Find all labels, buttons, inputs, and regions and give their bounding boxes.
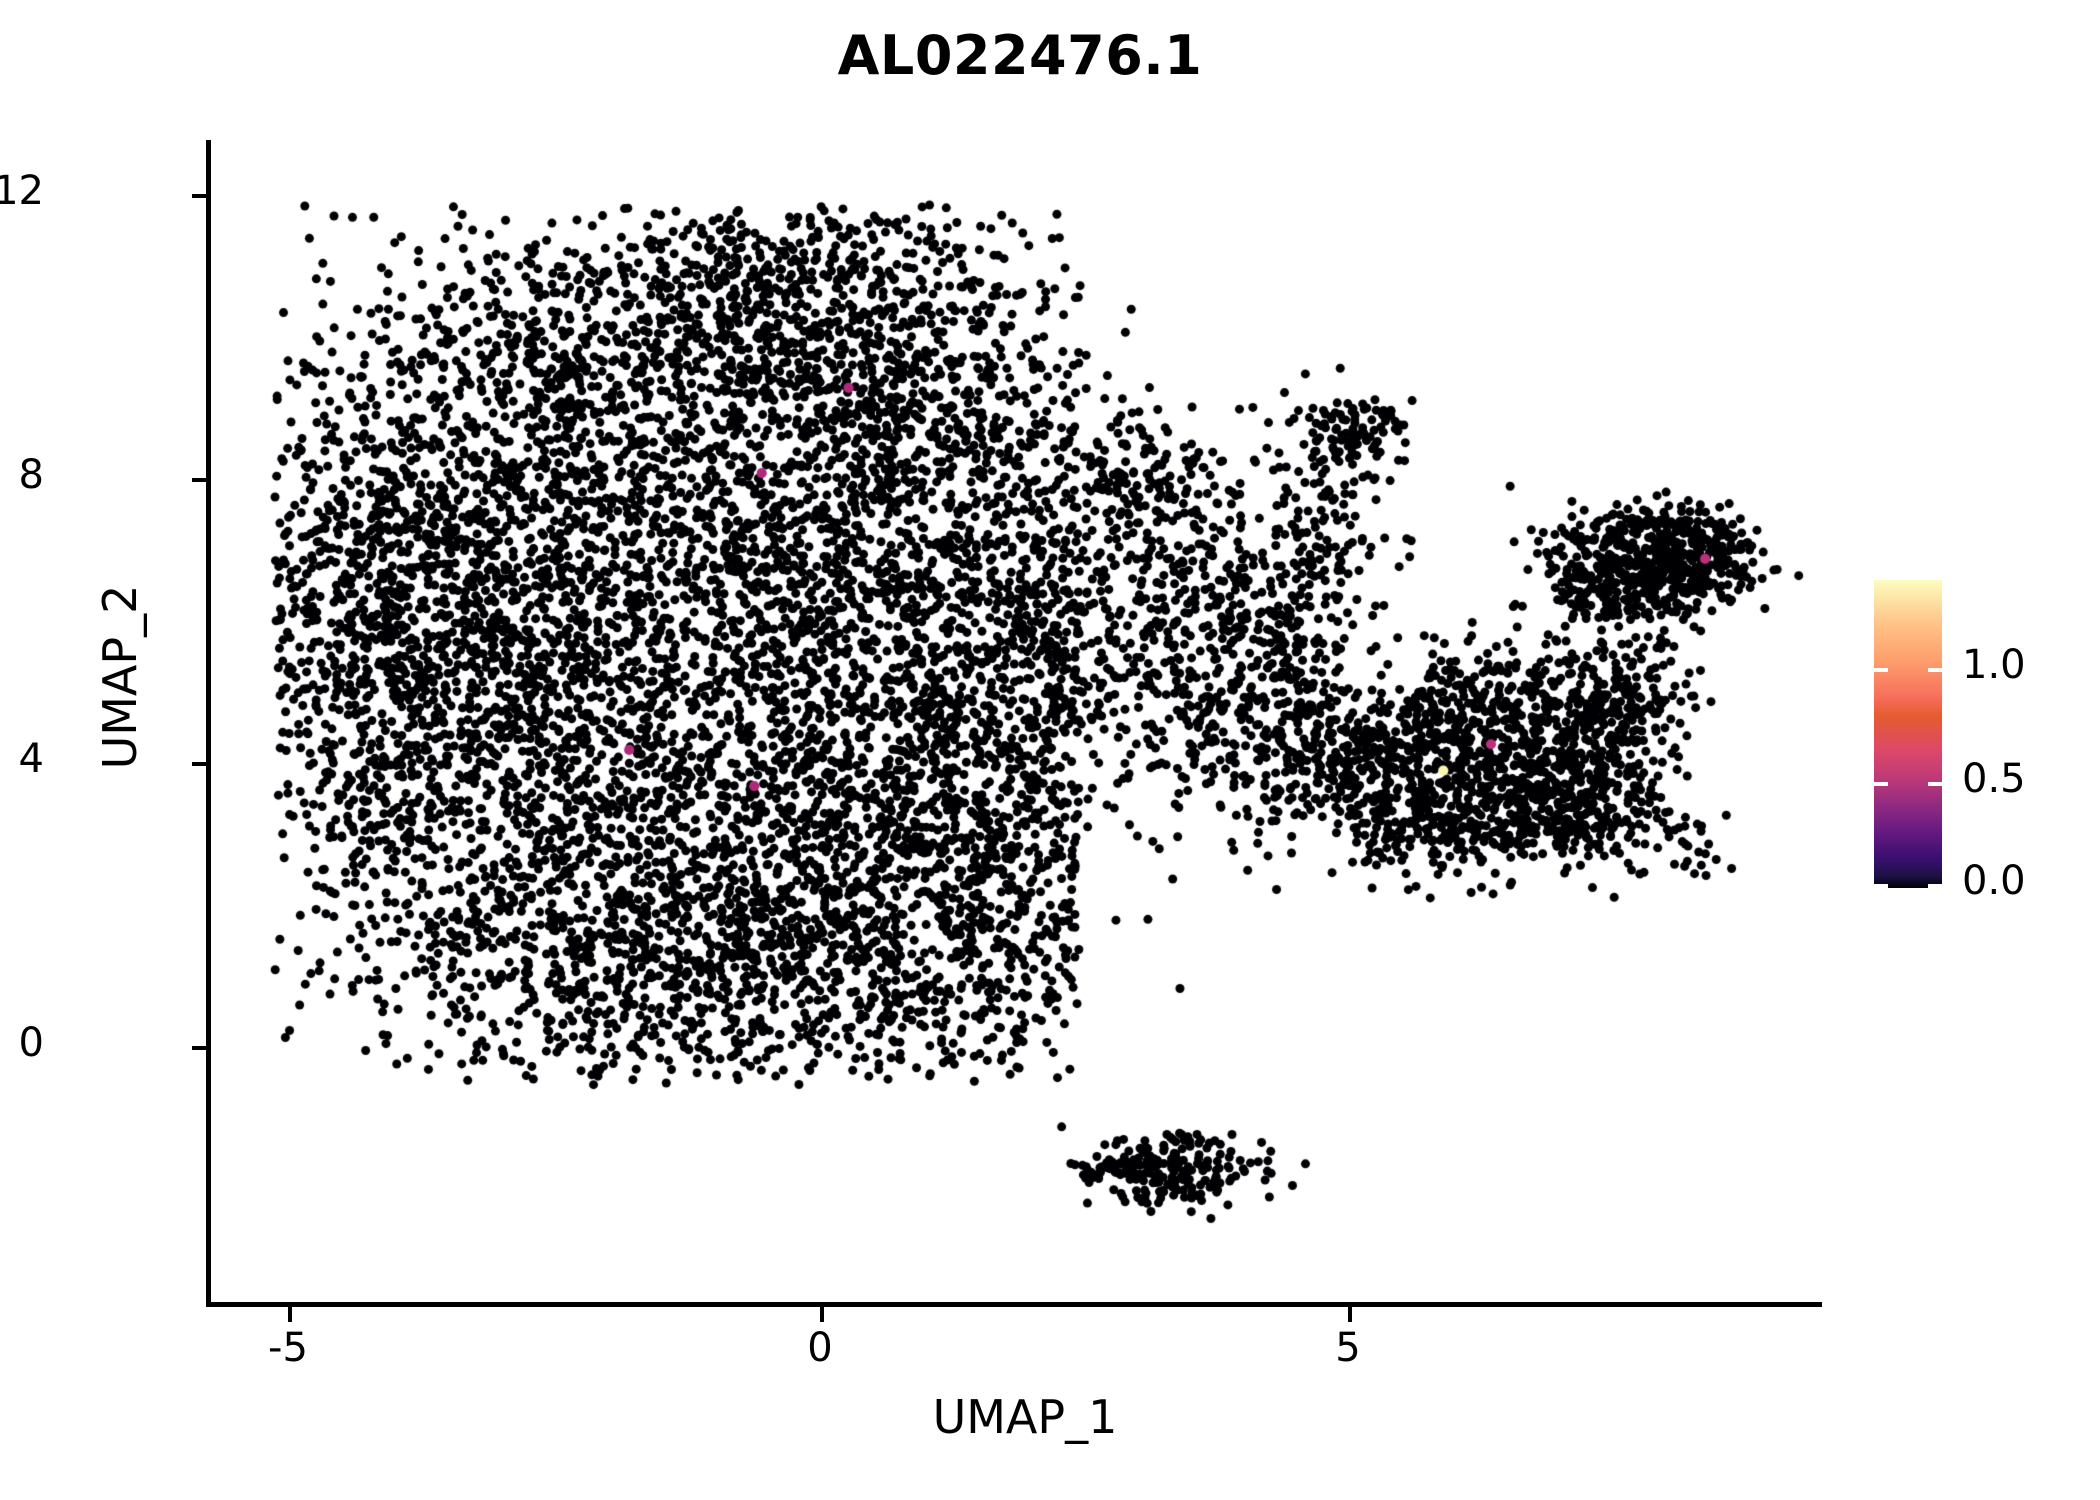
colorbar bbox=[1874, 580, 1942, 888]
x-axis-label: UMAP_1 bbox=[932, 1390, 1118, 1444]
y-tick-mark bbox=[192, 194, 206, 198]
y-tick-label: 8 bbox=[18, 452, 44, 498]
colorbar-tick-label: 0.0 bbox=[1962, 858, 2026, 904]
y-tick-mark bbox=[192, 1046, 206, 1050]
x-tick-label: 0 bbox=[807, 1325, 833, 1371]
x-tick-label: -5 bbox=[268, 1325, 308, 1371]
x-tick-mark bbox=[1348, 1307, 1352, 1322]
colorbar-tick-mark bbox=[1928, 884, 1942, 888]
colorbar-tick-mark bbox=[1874, 884, 1888, 888]
x-tick-mark bbox=[820, 1307, 824, 1322]
y-tick-mark bbox=[192, 762, 206, 766]
y-axis-label: UMAP_2 bbox=[93, 584, 147, 770]
colorbar-tick-mark bbox=[1928, 782, 1942, 786]
y-tick-mark bbox=[192, 478, 206, 482]
colorbar-tick-label: 1.0 bbox=[1962, 642, 2026, 688]
colorbar-tick-mark bbox=[1874, 782, 1888, 786]
y-tick-label: 4 bbox=[18, 736, 44, 782]
x-tick-label: 5 bbox=[1335, 1325, 1361, 1371]
y-tick-label: 12 bbox=[0, 168, 44, 214]
x-tick-mark bbox=[288, 1307, 292, 1322]
colorbar-tick-label: 0.5 bbox=[1962, 756, 2026, 802]
colorbar-tick-mark bbox=[1928, 668, 1942, 672]
colorbar-tick-mark bbox=[1874, 668, 1888, 672]
y-tick-label: 0 bbox=[18, 1020, 44, 1066]
